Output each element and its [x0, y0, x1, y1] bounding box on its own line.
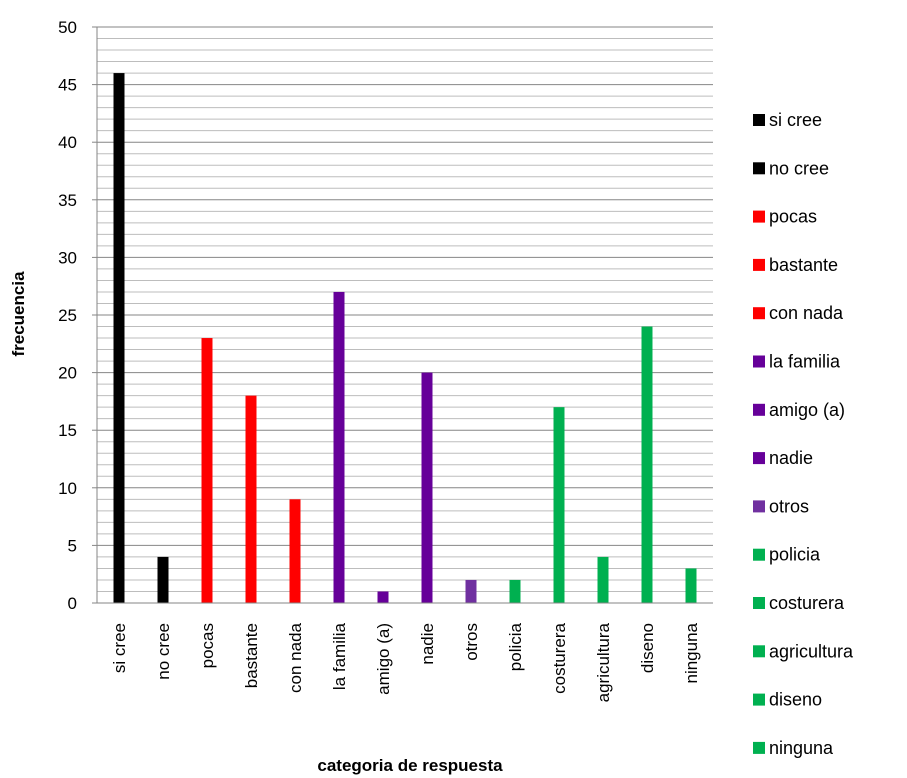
y-tick-label: 35: [58, 191, 77, 210]
bar-nadie: [421, 372, 433, 603]
gridlines: [97, 26, 713, 592]
legend: si cree no cree pocas bastante con nada la fa…: [753, 110, 854, 758]
legend-label: amigo (a): [769, 400, 845, 420]
x-axis-title: categoria de respuesta: [317, 756, 503, 775]
legend-swatch: [753, 452, 765, 465]
bars: [113, 73, 697, 603]
bar-amigo-a: [377, 591, 389, 603]
legend-item: pocas: [753, 207, 817, 227]
legend-item: si cree: [753, 110, 822, 130]
x-tick-label: con nada: [286, 622, 305, 692]
legend-label: bastante: [769, 255, 838, 275]
legend-label: costurera: [769, 593, 845, 613]
bar-costurera: [553, 407, 565, 603]
bar-no-cree: [157, 556, 169, 603]
x-tick-label: ninguna: [682, 622, 701, 683]
x-tick-label: nadie: [418, 623, 437, 665]
bar-otros: [465, 579, 477, 603]
bar-diseno: [641, 326, 653, 603]
legend-label: no cree: [769, 158, 829, 178]
x-tick-labels: si cree no cree pocas bastante con nada la fa…: [110, 622, 701, 702]
legend-swatch: [753, 114, 765, 126]
legend-label: nadie: [769, 448, 813, 468]
bar-bastante: [245, 395, 257, 603]
legend-swatch: [753, 355, 765, 368]
legend-item: la familia: [753, 352, 841, 372]
x-tick-label: agricultura: [594, 622, 613, 702]
legend-swatch: [753, 162, 765, 175]
x-tick-label: no cree: [154, 623, 173, 680]
legend-swatch: [753, 500, 765, 513]
legend-label: la familia: [769, 352, 841, 372]
legend-swatch: [753, 645, 765, 658]
bar-policia: [509, 579, 521, 603]
legend-item: otros: [753, 496, 809, 516]
bar-ninguna: [685, 568, 697, 603]
legend-swatch: [753, 210, 765, 223]
x-tick-label: la familia: [330, 622, 349, 690]
x-tick-label: amigo (a): [374, 623, 393, 695]
legend-label: si cree: [769, 110, 822, 130]
y-tick-label: 40: [58, 133, 77, 152]
legend-label: con nada: [769, 303, 844, 323]
bar-con-nada: [289, 499, 301, 603]
legend-item: diseno: [753, 690, 822, 710]
legend-swatch: [753, 403, 765, 416]
x-tick-label: bastante: [242, 623, 261, 688]
x-tick-label: diseno: [638, 623, 657, 673]
legend-item: policia: [753, 545, 821, 565]
legend-label: otros: [769, 496, 809, 516]
legend-label: pocas: [769, 207, 817, 227]
legend-swatch: [753, 741, 765, 754]
legend-item: costurera: [753, 593, 845, 613]
y-tick-label: 5: [68, 536, 77, 555]
legend-item: con nada: [753, 303, 844, 323]
y-tick-label: 20: [58, 364, 77, 383]
x-tick-label: costurera: [550, 622, 569, 693]
legend-swatch: [753, 307, 765, 320]
x-tick-label: pocas: [198, 623, 217, 668]
legend-swatch: [753, 693, 765, 706]
legend-item: nadie: [753, 448, 813, 468]
bar-agricultura: [597, 556, 609, 603]
legend-label: diseno: [769, 690, 822, 710]
legend-swatch: [753, 548, 765, 561]
bar-pocas: [201, 338, 213, 603]
legend-item: ninguna: [753, 738, 834, 758]
legend-item: no cree: [753, 158, 829, 178]
bar-la-familia: [333, 291, 345, 603]
legend-label: agricultura: [769, 641, 854, 661]
legend-label: policia: [769, 545, 821, 565]
y-tick-label: 45: [58, 76, 77, 95]
x-tick-label: si cree: [110, 623, 129, 673]
legend-item: amigo (a): [753, 400, 845, 420]
y-tick-label: 10: [58, 479, 77, 498]
axes: [92, 26, 713, 604]
y-tick-labels: 0 5 10 15 20 25 30 35 40 45 50: [58, 18, 77, 613]
y-axis-title: frecuencia: [9, 271, 28, 357]
y-tick-label: 15: [58, 421, 77, 440]
y-tick-label: 30: [58, 248, 77, 267]
y-tick-label: 50: [58, 18, 77, 37]
x-tick-label: policia: [506, 622, 525, 671]
legend-swatch: [753, 258, 765, 271]
legend-label: ninguna: [769, 738, 834, 758]
bar-si-cree: [113, 73, 125, 603]
x-tick-label: otros: [462, 623, 481, 661]
y-tick-label: 0: [68, 594, 77, 613]
legend-swatch: [753, 597, 765, 609]
y-tick-label: 25: [58, 306, 77, 325]
legend-item: agricultura: [753, 641, 854, 661]
legend-item: bastante: [753, 255, 838, 275]
